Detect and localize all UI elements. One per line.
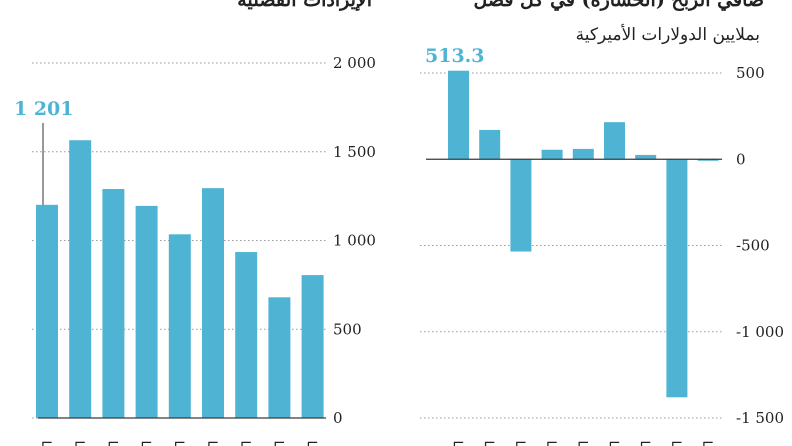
net-income-x-tick-label: ⌐ <box>639 434 652 446</box>
net-income-x-tick-label: ⌐ <box>483 434 496 446</box>
revenue-bar <box>168 234 191 418</box>
net-income-x-tick-label: ⌐ <box>452 434 465 446</box>
revenue-x-tick-label: ⌐ <box>207 434 220 446</box>
revenue-bar <box>202 188 224 418</box>
revenue-x-tick-label: ⌐ <box>306 434 319 446</box>
revenue-x-tick-label: ⌐ <box>41 434 54 446</box>
revenue-y-tick-label: 500 <box>333 320 362 338</box>
net-income-bar <box>697 159 719 161</box>
revenue-highlight-label: 1 201 <box>14 98 74 120</box>
net-income-x-tick-label: ⌐ <box>671 434 684 446</box>
revenue-bar <box>69 140 92 418</box>
revenue-y-tick-label: 2 000 <box>333 54 376 72</box>
revenue-x-tick-label: ⌐ <box>273 434 286 446</box>
revenue-x-tick-label: ⌐ <box>174 434 187 446</box>
net-income-x-tick-label: ⌐ <box>608 434 621 446</box>
revenue-x-tick-label: ⌐ <box>240 434 253 446</box>
net-income-bar <box>666 159 688 398</box>
revenue-chart-title: الإيرادات الفصلية <box>237 0 372 11</box>
revenue-x-tick-label: ⌐ <box>74 434 87 446</box>
net-income-y-tick-label: 0 <box>736 150 746 168</box>
net-income-bar <box>541 149 563 160</box>
revenue-y-tick-label: 1 000 <box>333 232 376 250</box>
net-income-bar <box>604 122 625 160</box>
net-income-bar <box>635 154 657 160</box>
revenue-x-tick-label: ⌐ <box>107 434 120 446</box>
net-income-chart-title: صافي الربح (الخسارة) في كل فصل <box>473 0 764 11</box>
revenue-bar <box>135 205 158 418</box>
revenue-y-tick-label: 0 <box>333 409 343 427</box>
net-income-bar <box>448 70 469 160</box>
net-income-bar <box>572 148 594 160</box>
net-income-highlight-label: 513.3 <box>425 45 485 67</box>
net-income-y-tick-label: -1 000 <box>736 323 784 341</box>
net-income-y-tick-label: -1 500 <box>736 409 784 427</box>
net-income-bar <box>510 159 532 252</box>
net-income-y-tick-label: -500 <box>736 237 770 255</box>
net-income-bar <box>479 129 501 160</box>
net-income-chart-subtitle: بملايين الدولارات الأميركية <box>575 25 760 45</box>
revenue-bar <box>301 275 324 418</box>
net-income-x-tick-label: ⌐ <box>546 434 559 446</box>
net-income-x-tick-label: ⌐ <box>515 434 528 446</box>
revenue-bar <box>268 297 291 418</box>
revenue-bar <box>235 252 258 418</box>
revenue-bar <box>36 204 58 418</box>
net-income-y-tick-label: 500 <box>736 64 765 82</box>
net-income-x-tick-label: ⌐ <box>702 434 715 446</box>
revenue-x-tick-label: ⌐ <box>140 434 153 446</box>
net-income-x-tick-label: ⌐ <box>577 434 590 446</box>
revenue-bar <box>102 189 125 418</box>
revenue-y-tick-label: 1 500 <box>333 143 376 161</box>
